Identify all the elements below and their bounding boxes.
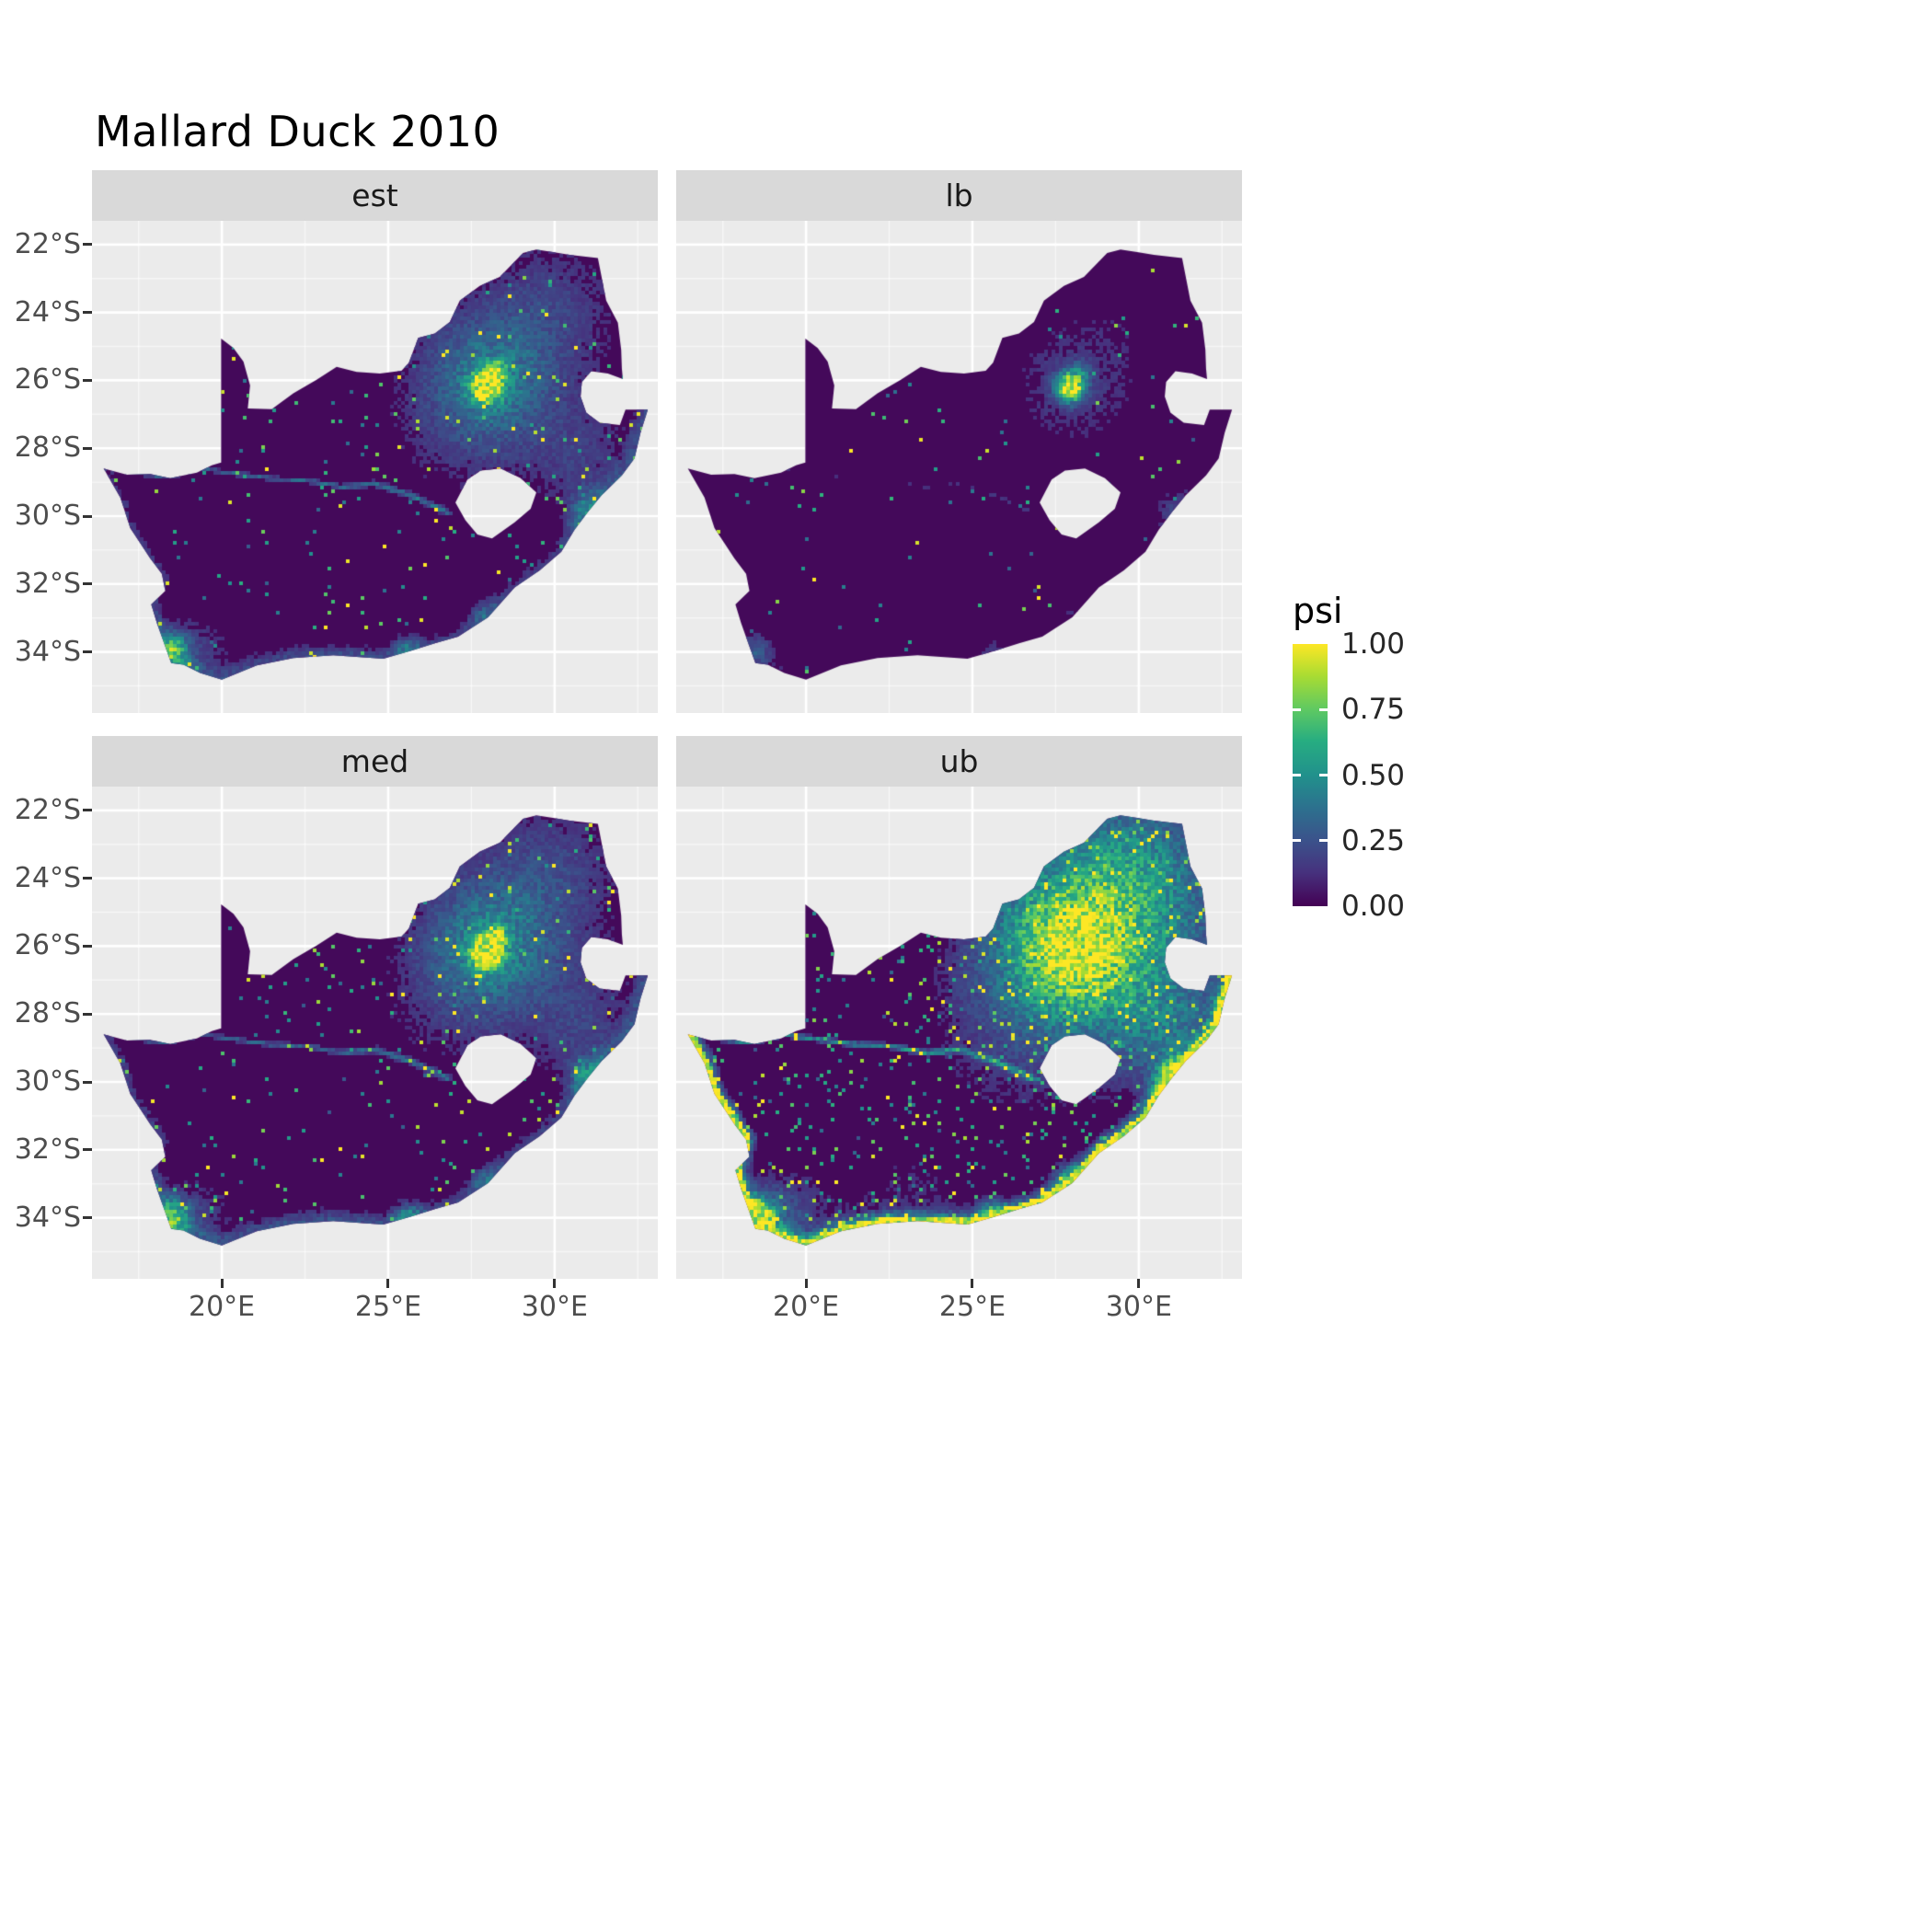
x-axis-tick [553, 1279, 557, 1288]
y-axis-tick [83, 650, 92, 654]
legend-colorbar-tick [1293, 774, 1301, 776]
facet-strip-med: med [92, 736, 658, 787]
facet-strip-label: lb [945, 178, 973, 213]
y-tick-label: 28°S [14, 997, 81, 1030]
y-axis-tick [83, 582, 92, 586]
y-tick-label: 28°S [14, 431, 81, 465]
legend-label: 0.00 [1341, 890, 1406, 923]
facet-strip-label: med [340, 743, 409, 779]
x-axis-tick [804, 1279, 808, 1288]
legend-label: 0.75 [1341, 693, 1406, 727]
x-axis-tick [1137, 1279, 1141, 1288]
map-panel-ub [676, 787, 1242, 1279]
x-tick-label: 20°E [189, 1291, 256, 1323]
facet-strip-ub: ub [676, 736, 1242, 787]
y-axis-tick [83, 1148, 92, 1152]
map-panel-med [92, 787, 658, 1279]
y-tick-label: 26°S [14, 929, 81, 962]
facet-strip-label: est [351, 178, 398, 213]
x-axis-tick [220, 1279, 224, 1288]
y-tick-label: 22°S [14, 793, 81, 826]
y-axis-tick [83, 944, 92, 948]
plot-title: Mallard Duck 2010 [95, 107, 500, 156]
legend-colorbar-tick [1319, 839, 1328, 843]
x-axis-tick [971, 1279, 974, 1288]
y-tick-label: 26°S [14, 363, 81, 397]
y-axis-tick [83, 1216, 92, 1220]
y-axis-tick [83, 243, 92, 247]
facet-strip-lb: lb [676, 170, 1242, 221]
y-tick-label: 30°S [14, 1065, 81, 1098]
legend-colorbar-tick [1293, 839, 1301, 843]
facet-strip-est: est [92, 170, 658, 221]
y-tick-label: 24°S [14, 295, 81, 328]
x-tick-label: 20°E [773, 1291, 840, 1323]
y-axis-tick [83, 446, 92, 450]
y-axis-tick [83, 877, 92, 880]
y-axis-tick [83, 378, 92, 382]
y-axis-tick [83, 311, 92, 315]
facet-strip-label: ub [939, 743, 979, 779]
legend-colorbar-tick [1319, 774, 1328, 776]
y-axis-tick [83, 514, 92, 518]
map-panel-lb [676, 221, 1242, 713]
y-axis-tick [83, 1012, 92, 1016]
y-tick-label: 22°S [14, 227, 81, 260]
y-axis-tick [83, 1080, 92, 1084]
map-panel-est [92, 221, 658, 713]
legend-title: psi [1293, 591, 1343, 631]
legend-label: 1.00 [1341, 627, 1406, 661]
x-axis-tick [386, 1279, 390, 1288]
x-tick-label: 30°E [1105, 1291, 1172, 1323]
legend-label: 0.50 [1341, 758, 1406, 792]
legend-label: 0.25 [1341, 823, 1406, 857]
x-tick-label: 30°E [521, 1291, 588, 1323]
y-tick-label: 30°S [14, 500, 81, 532]
y-tick-label: 34°S [14, 635, 81, 668]
legend-colorbar-tick [1319, 707, 1328, 711]
x-tick-label: 25°E [938, 1291, 1006, 1323]
x-tick-label: 25°E [354, 1291, 422, 1323]
y-tick-label: 24°S [14, 861, 81, 894]
legend-colorbar-tick [1293, 707, 1301, 711]
y-tick-label: 34°S [14, 1201, 81, 1234]
y-tick-label: 32°S [14, 567, 81, 600]
y-axis-tick [83, 809, 92, 812]
y-tick-label: 32°S [14, 1133, 81, 1166]
